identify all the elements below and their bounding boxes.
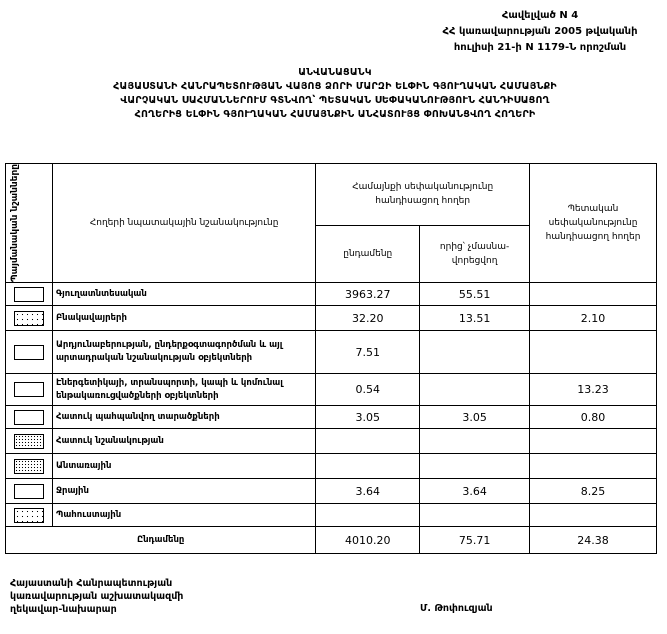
table-row: Արդյունաբերության, ընդերքօգտագործման և ա… [5, 330, 657, 375]
header-unprivatized: որից՝ չմասնա-վորեցվող [419, 224, 531, 284]
purpose-cell: Բնակավայրերի [51, 305, 317, 332]
header-community: Համայնքի սեփականությունը հանդիսացող հողե… [315, 163, 531, 226]
total-cell: 0.54 [315, 373, 421, 407]
title-line: ԱՆՎԱՆԱՑԱՆԿ [298, 67, 372, 78]
purpose-cell: Էներգետիկայի, տրանսպորտի, կապի և կոմունա… [51, 373, 317, 407]
state-cell: 0.80 [529, 405, 657, 430]
state-cell [529, 330, 657, 375]
title-line: ՀՈՂԵՐԻՑ ԵԼՓԻՆ ԳՅՈՒՂԱԿԱՆ ՀԱՄԱՅՆՔԻՆ ԱՆՀԱՏՈ… [134, 109, 536, 120]
sum-state: 24.38 [529, 526, 657, 555]
title-line: ՀԱՅԱՍՏԱՆԻ ՀԱՆՐԱՊԵՏՈՒԹՅԱՆ ՎԱՅՈՑ ՁՈՐԻ ՄԱՐԶ… [113, 81, 557, 92]
legend-swatch-icon [13, 344, 44, 360]
signature-name: Մ. Թոփուզյան [420, 603, 493, 614]
legend-swatch-icon [13, 483, 44, 499]
table-row: Էներգետիկայի, տրանսպորտի, կապի և կոմունա… [5, 373, 657, 407]
table-row: Պահուստային [5, 503, 657, 528]
purpose-cell: Անտառային [51, 453, 317, 480]
unprivatized-cell [419, 428, 531, 455]
table-row: Բնակավայրերի 32.20 13.51 2.10 [5, 305, 657, 332]
unprivatized-cell [419, 330, 531, 375]
symbol-cell [5, 373, 53, 407]
sum-label: Ընդամենը [4, 526, 317, 555]
total-cell [315, 428, 421, 455]
unprivatized-cell [419, 453, 531, 480]
document-title: ԱՆՎԱՆԱՑԱՆԿ ՀԱՅԱՍՏԱՆԻ ՀԱՆՐԱՊԵՏՈՒԹՅԱՆ ՎԱՅՈ… [40, 66, 630, 122]
purpose-cell: Արդյունաբերության, ընդերքօգտագործման և ա… [51, 330, 317, 375]
total-cell: 3.05 [315, 405, 421, 430]
purpose-cell: Գյուղատնտեսական [51, 282, 317, 307]
unprivatized-cell: 55.51 [419, 282, 531, 307]
total-cell [315, 503, 421, 528]
state-cell [529, 282, 657, 307]
footer-position: Հայաստանի Հանրապետության կառավարության ա… [10, 577, 183, 616]
table-row: Հատուկ նշանակության [5, 428, 657, 455]
symbol-cell [5, 478, 53, 505]
unprivatized-cell [419, 503, 531, 528]
header-purpose: Հողերի նպատակային նշանակությունը [51, 162, 317, 284]
legend-swatch-icon [13, 507, 44, 523]
purpose-cell: Ջրային [51, 478, 317, 505]
footer-line: կառավարության աշխատակազմի [10, 591, 184, 602]
legend-swatch-icon [13, 433, 44, 449]
total-cell: 3.64 [315, 478, 421, 505]
purpose-cell: Հատուկ նշանակության [51, 428, 317, 455]
state-cell: 13.23 [529, 373, 657, 407]
state-cell [529, 503, 657, 528]
header-state: Պետական սեփականությունը հանդիսացող հողեր [529, 162, 657, 284]
total-cell: 32.20 [315, 305, 421, 332]
state-cell [529, 453, 657, 480]
header-total: ընդամենը [315, 224, 421, 284]
sum-total: 4010.20 [315, 526, 421, 555]
total-cell: 7.51 [315, 330, 421, 375]
state-cell [529, 428, 657, 455]
table-row: Անտառային [5, 453, 657, 480]
symbol-cell [5, 428, 53, 455]
annex-line: ՀՀ կառավարության 2005 թվականի [442, 26, 638, 37]
legend-swatch-icon [13, 409, 44, 425]
table-row: Ջրային 3.64 3.64 8.25 [5, 478, 657, 505]
legend-swatch-icon [13, 458, 44, 474]
unprivatized-cell: 13.51 [419, 305, 531, 332]
purpose-cell: Հատուկ պահպանվող տարածքների [51, 405, 317, 430]
state-cell: 8.25 [529, 478, 657, 505]
legend-swatch-icon [13, 286, 44, 302]
table-row: Գյուղատնտեսական 3963.27 55.51 [5, 282, 657, 307]
symbol-cell [5, 282, 53, 307]
state-cell: 2.10 [529, 305, 657, 332]
footer-line: ղեկավար-նախարար [10, 604, 117, 615]
header-symbols: Պայմանական նշանները [5, 162, 53, 284]
footer-line: Հայաստանի Հանրապետության [10, 578, 173, 589]
total-row: Ընդամենը 4010.20 75.71 24.38 [4, 526, 657, 555]
legend-swatch-icon [13, 382, 44, 398]
sum-unprivatized: 75.71 [419, 526, 531, 555]
annex-note: Հավելված N 4 ՀՀ կառավարության 2005 թվակա… [420, 8, 660, 56]
unprivatized-cell: 3.64 [419, 478, 531, 505]
unprivatized-cell [419, 373, 531, 407]
symbol-cell [5, 453, 53, 480]
total-cell: 3963.27 [315, 282, 421, 307]
table-row: Հատուկ պահպանվող տարածքների 3.05 3.05 0.… [5, 405, 657, 430]
symbol-cell [5, 503, 53, 528]
total-cell [315, 453, 421, 480]
symbol-cell [5, 405, 53, 430]
land-table: Պայմանական նշանները Հողերի նպատակային նշ… [4, 162, 657, 555]
legend-swatch-icon [13, 310, 44, 326]
annex-line: հուլիսի 21-ի N 1179-Ն որոշման [453, 42, 627, 53]
purpose-cell: Պահուստային [51, 503, 317, 528]
unprivatized-cell: 3.05 [419, 405, 531, 430]
symbol-cell [5, 330, 53, 375]
symbol-cell [5, 305, 53, 332]
title-line: ՎԱՐՉԱԿԱՆ ՍԱՀՄԱՆՆԵՐՈՒՄ ԳՏՆՎՈՂ՝ ՊԵՏԱԿԱՆ ՍԵ… [120, 95, 550, 106]
annex-line: Հավելված N 4 [501, 10, 579, 21]
